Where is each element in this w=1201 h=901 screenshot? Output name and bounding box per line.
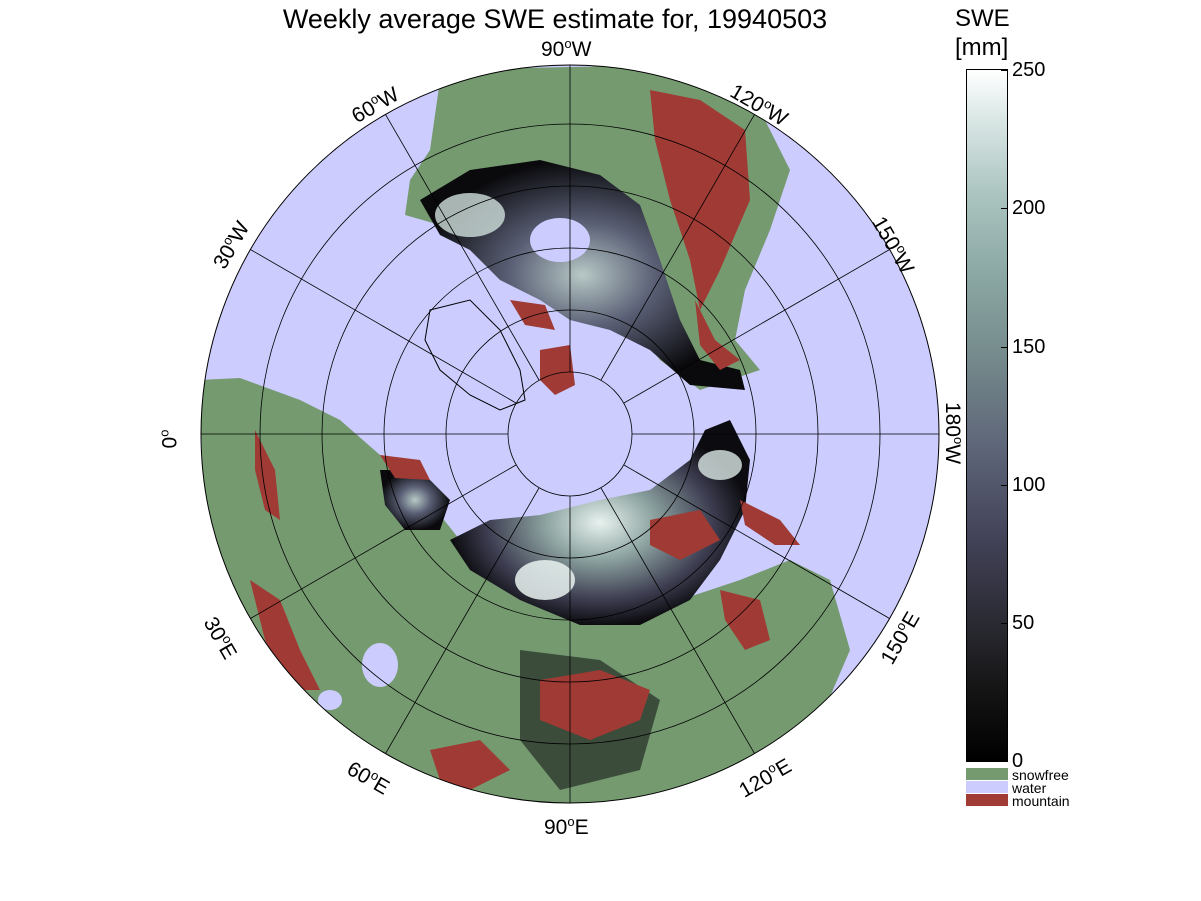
colorbar-tickmark	[1001, 208, 1008, 209]
colorbar-title-unit: [mm]	[955, 34, 1009, 61]
graticule	[201, 65, 939, 803]
eurasia-land	[201, 378, 850, 803]
legend-swatch-snowfree	[966, 768, 1008, 780]
colorbar-tick-label: 200	[1012, 197, 1046, 219]
map-frame	[200, 64, 940, 804]
legend-label-mountain: mountain	[1012, 793, 1070, 809]
colorbar-tickmark	[1001, 623, 1008, 624]
lon-label-90e: 90oE	[544, 814, 589, 839]
colorbar-title: SWE [mm]	[955, 4, 1010, 62]
mountain-regions	[250, 90, 800, 790]
colorbar-tickmark	[1001, 761, 1008, 762]
colorbar-tick-label: 150	[1012, 336, 1046, 358]
colorbar-tick-label: 250	[1012, 59, 1046, 81]
lon-label-0: 0o	[156, 429, 182, 449]
colorbar	[966, 69, 1008, 762]
colorbar-tickmark	[1001, 347, 1008, 348]
colorbar-tickmark	[1001, 70, 1008, 71]
lon-label-90w: 90oW	[541, 36, 592, 61]
colorbar-tick-label: 100	[1012, 474, 1046, 496]
legend-swatch-mountain	[966, 794, 1008, 806]
legend-label-snowfree: snowfree	[1012, 767, 1069, 783]
map-title: Weekly average SWE estimate for, 1994050…	[282, 4, 828, 34]
legend-swatch-water	[966, 781, 1008, 793]
lon-label-180w: 180oW	[941, 401, 967, 465]
colorbar-title-swe: SWE	[955, 5, 1010, 32]
colorbar-tick-label: 0	[1012, 750, 1024, 772]
colorbar-tick-label: 50	[1012, 612, 1035, 634]
colorbar-tickmark	[1001, 485, 1008, 486]
legend-label-water: water	[1012, 780, 1047, 796]
